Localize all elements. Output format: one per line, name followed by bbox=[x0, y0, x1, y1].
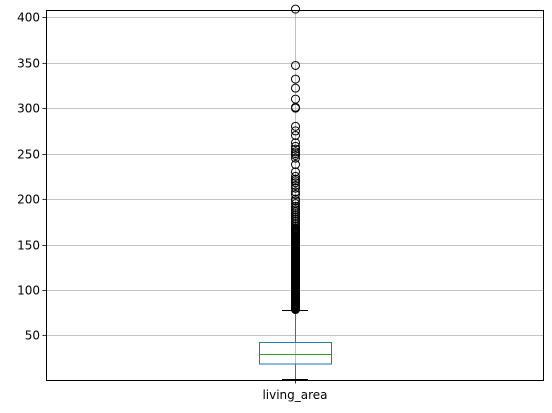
y-tick-label: 350 bbox=[17, 57, 40, 71]
outlier-point bbox=[291, 167, 300, 177]
outlier-point bbox=[291, 141, 300, 151]
y-axis-ticks: 50 100 150 200 250 300 350 400 bbox=[17, 11, 46, 343]
outlier-point bbox=[291, 160, 300, 170]
outlier-point bbox=[291, 190, 300, 200]
plot-frame bbox=[46, 10, 544, 381]
y-tick-label: 100 bbox=[17, 284, 40, 298]
x-axis-ticks: living_area bbox=[262, 380, 328, 402]
outlier-point bbox=[291, 121, 300, 131]
outlier-point bbox=[291, 183, 300, 193]
y-tick-label: 150 bbox=[17, 239, 40, 253]
box-layer bbox=[259, 310, 332, 380]
iqr-box bbox=[259, 341, 332, 365]
y-tick-label: 400 bbox=[17, 11, 40, 25]
outlier-point bbox=[291, 153, 300, 163]
outlier-point bbox=[291, 199, 300, 209]
outlier-point bbox=[291, 194, 300, 204]
outlier-point bbox=[291, 74, 300, 84]
outlier-point bbox=[291, 147, 300, 157]
outlier-point bbox=[291, 4, 300, 14]
outlier-point bbox=[291, 144, 300, 154]
outlier-point bbox=[291, 174, 300, 184]
outlier-point bbox=[291, 171, 300, 181]
outlier-point bbox=[291, 138, 300, 148]
y-tick-label: 250 bbox=[17, 148, 40, 162]
outlier-point bbox=[291, 201, 300, 211]
x-tick-label: living_area bbox=[262, 388, 327, 402]
outlier-point bbox=[291, 187, 300, 197]
outlier-layer bbox=[291, 4, 300, 315]
outlier-point bbox=[291, 83, 300, 93]
outlier-point bbox=[291, 130, 300, 140]
outlier-point bbox=[291, 180, 300, 190]
y-tick-label: 50 bbox=[25, 329, 40, 343]
outlier-point bbox=[291, 60, 300, 70]
y-tick-label: 300 bbox=[17, 102, 40, 116]
outlier-point bbox=[291, 126, 300, 136]
y-tick-label: 200 bbox=[17, 193, 40, 207]
outlier-point bbox=[291, 94, 300, 104]
